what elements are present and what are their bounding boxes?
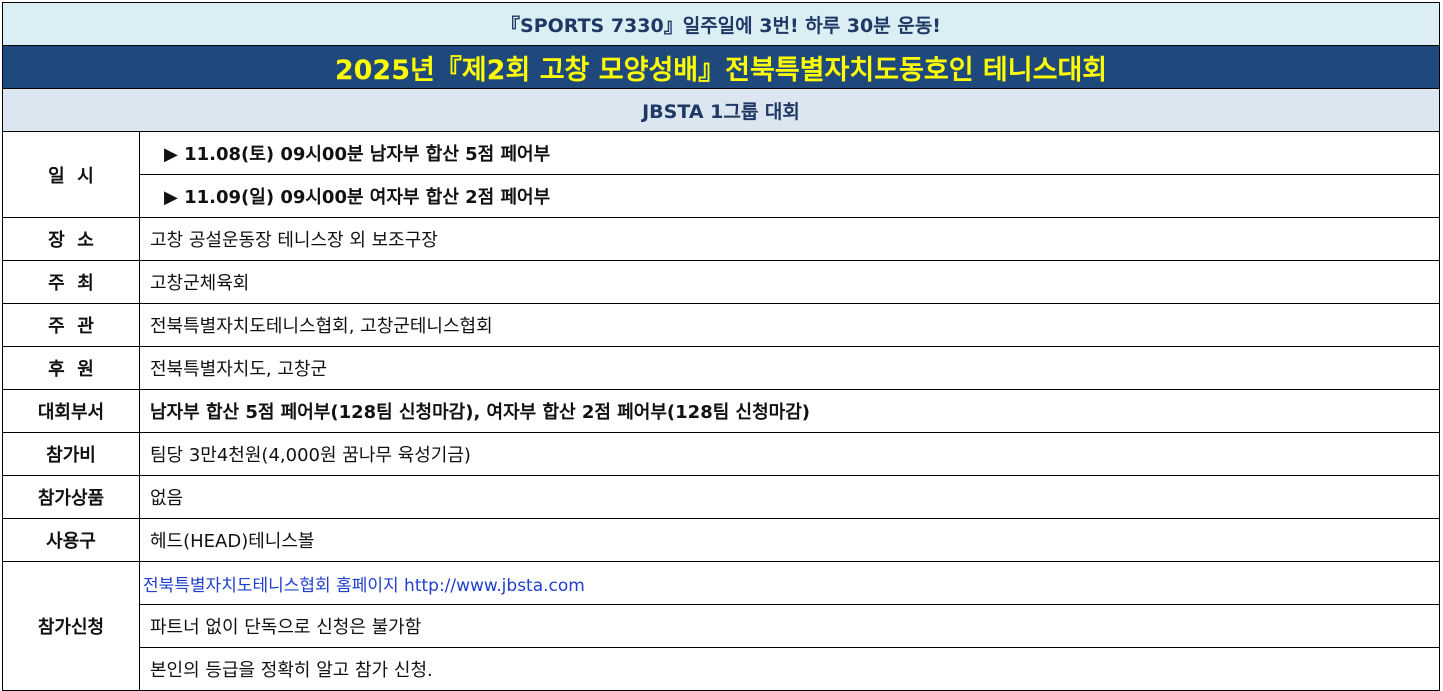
row-apply: 참가신청 전북특별자치도테니스협회 홈페이지 http://www.jbsta.… bbox=[2, 561, 1440, 691]
row-host: 주 최 고창군체육회 bbox=[2, 260, 1440, 304]
label-schedule: 일 시 bbox=[2, 131, 140, 218]
apply-note: 본인의 등급을 정확히 알고 참가 신청. bbox=[139, 647, 1440, 691]
label-divisions: 대회부서 bbox=[2, 389, 140, 433]
subtitle: JBSTA 1그룹 대회 bbox=[2, 88, 1440, 132]
banner: 『SPORTS 7330』일주일에 3번! 하루 30분 운동! bbox=[2, 2, 1440, 46]
label-ball: 사용구 bbox=[2, 518, 140, 562]
value-venue: 고창 공설운동장 테니스장 외 보조구장 bbox=[139, 217, 1440, 261]
value-fee: 팀당 3만4천원(4,000원 꿈나무 육성기금) bbox=[139, 432, 1440, 476]
value-host: 고창군체육회 bbox=[139, 260, 1440, 304]
label-venue: 장 소 bbox=[2, 217, 140, 261]
page-title: 2025년『제2회 고창 모양성배』전북특별자치도동호인 테니스대회 bbox=[2, 45, 1440, 89]
row-prize: 참가상품 없음 bbox=[2, 475, 1440, 519]
label-prize: 참가상품 bbox=[2, 475, 140, 519]
row-sponsor: 후 원 전북특별자치도, 고창군 bbox=[2, 346, 1440, 390]
schedule-item: ▶ 11.09(일) 09시00분 여자부 합산 2점 페어부 bbox=[139, 174, 1440, 218]
row-organizer: 주 관 전북특별자치도테니스협회, 고창군테니스협회 bbox=[2, 303, 1440, 347]
homepage-link[interactable]: 전북특별자치도테니스협회 홈페이지 http://www.jbsta.com bbox=[139, 561, 1440, 605]
label-fee: 참가비 bbox=[2, 432, 140, 476]
label-host: 주 최 bbox=[2, 260, 140, 304]
row-divisions: 대회부서 남자부 합산 5점 페어부(128팀 신청마감), 여자부 합산 2점… bbox=[2, 389, 1440, 433]
schedule-item: ▶ 11.08(토) 09시00분 남자부 합산 5점 페어부 bbox=[139, 131, 1440, 175]
row-fee: 참가비 팀당 3만4천원(4,000원 꿈나무 육성기금) bbox=[2, 432, 1440, 476]
value-sponsor: 전북특별자치도, 고창군 bbox=[139, 346, 1440, 390]
label-apply: 참가신청 bbox=[2, 561, 140, 691]
row-venue: 장 소 고창 공설운동장 테니스장 외 보조구장 bbox=[2, 217, 1440, 261]
label-organizer: 주 관 bbox=[2, 303, 140, 347]
row-ball: 사용구 헤드(HEAD)테니스볼 bbox=[2, 518, 1440, 562]
value-organizer: 전북특별자치도테니스협회, 고창군테니스협회 bbox=[139, 303, 1440, 347]
row-schedule: 일 시 ▶ 11.08(토) 09시00분 남자부 합산 5점 페어부 bbox=[2, 131, 1440, 218]
value-ball: 헤드(HEAD)테니스볼 bbox=[139, 518, 1440, 562]
value-divisions: 남자부 합산 5점 페어부(128팀 신청마감), 여자부 합산 2점 페어부(… bbox=[139, 389, 1440, 433]
value-prize: 없음 bbox=[139, 475, 1440, 519]
label-sponsor: 후 원 bbox=[2, 346, 140, 390]
apply-note: 파트너 없이 단독으로 신청은 불가함 bbox=[139, 604, 1440, 648]
